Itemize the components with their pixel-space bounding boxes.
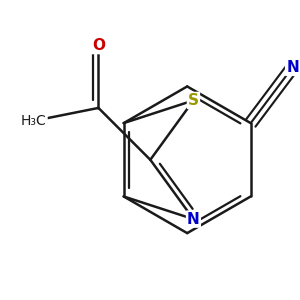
Text: S: S — [188, 93, 199, 108]
Text: N: N — [187, 212, 200, 226]
Text: O: O — [92, 38, 105, 53]
Text: N: N — [286, 60, 299, 75]
Text: H₃C: H₃C — [21, 114, 46, 128]
